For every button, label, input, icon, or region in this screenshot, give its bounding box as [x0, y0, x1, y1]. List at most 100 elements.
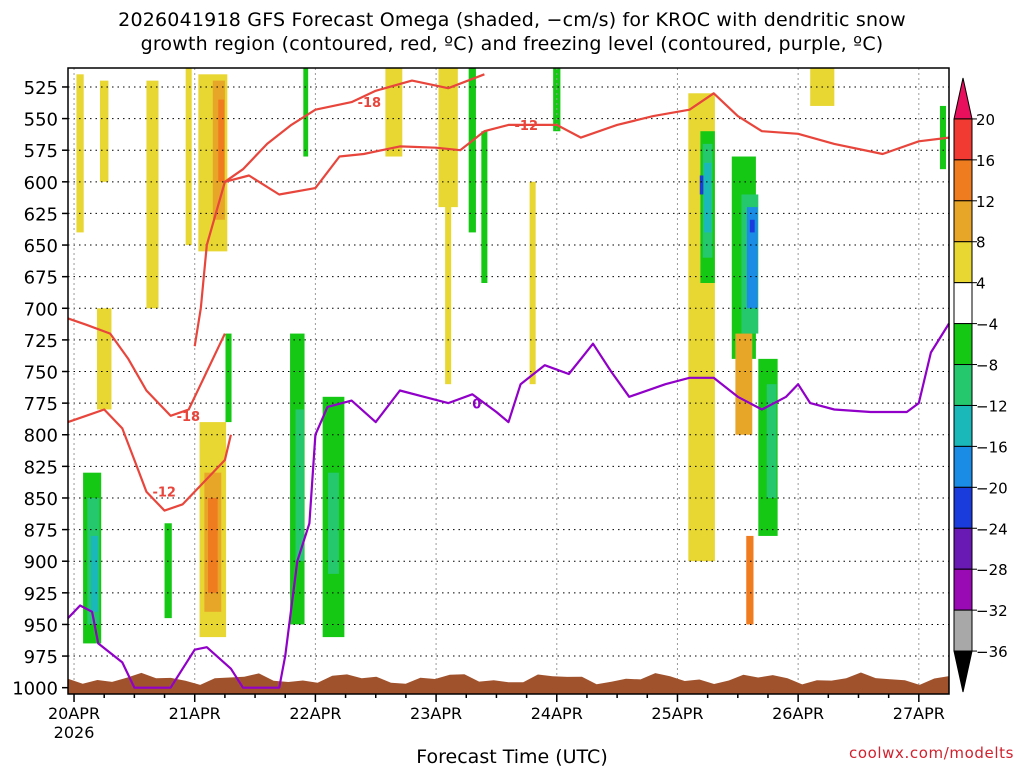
- dendritic-contour-0: [224, 73, 485, 183]
- y-tick-label-700: 700: [24, 299, 58, 320]
- dendritic-contour-2: [67, 317, 226, 417]
- omega-shading: [76, 68, 946, 644]
- x-tick-label-3: 23APR: [410, 704, 462, 723]
- x-axis-label: Forecast Time (UTC): [416, 746, 608, 768]
- y-tick-label-525: 525: [24, 78, 58, 99]
- y-tick-label-975: 975: [24, 647, 58, 668]
- colorbar-bin-4: [953, 241, 973, 284]
- y-tick-label-650: 650: [24, 236, 58, 257]
- x-tick-label-2: 22APR: [289, 704, 341, 723]
- colorbar-bin-2: [953, 159, 973, 202]
- colorbar-label-7: −12: [976, 397, 1008, 415]
- omega-cell-7: [164, 523, 172, 619]
- plot-frame: [67, 67, 950, 695]
- y-tick-label-825: 825: [24, 457, 58, 478]
- omega-cell-21: [385, 68, 403, 157]
- colorbar-bin-5: [953, 282, 973, 325]
- colorbar-label-12: −32: [976, 602, 1008, 620]
- dendritic-contour-label-2: -18: [177, 410, 201, 425]
- omega-cell-6: [146, 80, 159, 309]
- x-tick-label-6: 26APR: [772, 704, 824, 723]
- y-tick-label-775: 775: [24, 394, 58, 415]
- y-tick-label-875: 875: [24, 521, 58, 542]
- colorbar-bin-1: [953, 118, 973, 161]
- ground-terrain: [68, 672, 949, 694]
- colorbar-bin-7: [953, 364, 973, 406]
- colorbar-cap-top: [953, 77, 973, 120]
- colorbar-label-0: 20: [976, 111, 995, 129]
- omega-cell-1: [99, 80, 109, 182]
- colorbar-cap-bottom: [953, 650, 973, 693]
- omega-cell-26: [529, 181, 536, 385]
- y-tick-label-600: 600: [24, 173, 58, 194]
- omega-cell-15: [185, 68, 192, 246]
- omega-cell-10: [218, 99, 225, 182]
- x-tick-label-7: 27APR: [893, 704, 945, 723]
- omega-cell-19: [328, 472, 339, 574]
- colorbar-label-5: −4: [976, 316, 998, 334]
- omega-cell-24: [468, 68, 476, 233]
- omega-cell-40: [746, 535, 754, 625]
- x-tick-label-0: 20APR: [48, 704, 100, 723]
- omega-cell-23: [445, 194, 452, 385]
- x-tick-label-1: 21APR: [169, 704, 221, 723]
- omega-cell-20: [303, 68, 309, 157]
- colorbar-label-3: 8: [976, 234, 986, 252]
- colorbar-bin-6: [953, 323, 973, 366]
- colorbar-bin-10: [953, 486, 973, 529]
- omega-cell-39: [735, 333, 753, 435]
- y-tick-label-850: 850: [24, 489, 58, 510]
- grid-lines: [68, 68, 949, 694]
- omega-cell-5: [90, 535, 99, 612]
- colorbar-label-1: 16: [976, 152, 995, 170]
- ground-fill: [68, 672, 949, 694]
- omega-cell-35: [746, 207, 758, 309]
- y-tick-label-800: 800: [24, 426, 58, 447]
- colorbar-label-8: −16: [976, 438, 1008, 456]
- omega-cell-25: [481, 131, 488, 283]
- y-tick-label-1000: 1000: [12, 679, 58, 700]
- credit-text: coolwx.com/modelts: [849, 744, 1014, 762]
- omega-cell-17: [295, 409, 304, 562]
- contour-lines: -18 -12 -18 -12 0: [67, 73, 950, 689]
- dendritic-contour-3: [67, 408, 232, 512]
- y-tick-label-750: 750: [24, 363, 58, 384]
- chart-title-line-1: 2026041918 GFS Forecast Omega (shaded, −…: [118, 9, 906, 31]
- y-axis: 525 550 575 600 625 650 675 700 725 750 775 800 825 8…: [12, 78, 68, 700]
- dendritic-contour-label-1: -12: [515, 119, 539, 134]
- colorbar-label-9: −20: [976, 479, 1008, 497]
- x-tick-sublabel-0: 2026: [54, 723, 95, 742]
- freezing-level-line: [67, 322, 950, 689]
- y-tick-label-550: 550: [24, 110, 58, 131]
- colorbar-bin-3: [953, 200, 973, 243]
- colorbar-label-13: −36: [976, 643, 1008, 661]
- freezing-level-label: 0: [472, 397, 481, 412]
- colorbar-label-10: −24: [976, 520, 1008, 538]
- dendritic-contour-label-3: -12: [152, 486, 176, 501]
- omega-cell-13: [207, 497, 218, 593]
- y-tick-label-925: 925: [24, 584, 58, 605]
- omega-cell-14: [225, 333, 232, 423]
- omega-cell-36: [749, 219, 755, 233]
- dendritic-contour-label-0: -18: [358, 96, 382, 111]
- x-tick-label-5: 25APR: [651, 704, 703, 723]
- omega-cell-0: [76, 74, 84, 233]
- colorbar-label-2: 12: [976, 193, 995, 211]
- chart-title-line-2: growth region (contoured, red, ºC) and f…: [140, 33, 884, 55]
- colorbar-label-4: 4: [976, 275, 986, 293]
- y-tick-label-900: 900: [24, 552, 58, 573]
- colorbar-bin-8: [953, 404, 973, 447]
- colorbar-label-6: −8: [976, 357, 998, 375]
- dendritic-contour-1: [193, 92, 950, 347]
- y-tick-label-725: 725: [24, 331, 58, 352]
- omega-cell-31: [704, 162, 712, 233]
- colorbar-bin-12: [953, 568, 973, 611]
- colorbar-bin-13: [953, 609, 973, 652]
- omega-cell-2: [96, 308, 112, 410]
- y-tick-label-950: 950: [24, 615, 58, 636]
- omega-cell-32: [699, 175, 704, 195]
- x-tick-label-4: 24APR: [531, 704, 583, 723]
- y-tick-label-625: 625: [24, 204, 58, 225]
